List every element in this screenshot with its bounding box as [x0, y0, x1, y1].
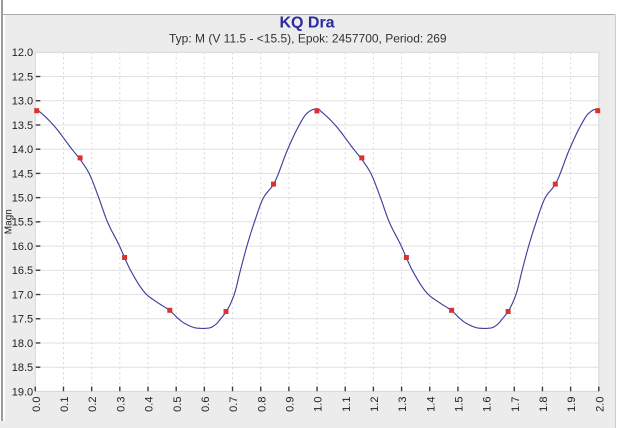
svg-text:0.1: 0.1	[59, 397, 71, 412]
svg-text:19.0: 19.0	[12, 386, 33, 398]
svg-text:15.5: 15.5	[12, 217, 33, 229]
svg-text:2.0: 2.0	[594, 397, 606, 412]
svg-text:0.7: 0.7	[228, 397, 240, 412]
svg-text:12.5: 12.5	[12, 71, 33, 83]
svg-text:0.3: 0.3	[115, 397, 127, 412]
svg-text:0.9: 0.9	[285, 397, 297, 412]
svg-text:13.5: 13.5	[12, 120, 33, 132]
svg-text:18.5: 18.5	[12, 362, 33, 374]
svg-text:0.5: 0.5	[172, 397, 184, 412]
svg-text:16.5: 16.5	[12, 265, 33, 277]
svg-text:1.2: 1.2	[369, 397, 381, 412]
svg-text:0.2: 0.2	[87, 397, 99, 412]
svg-text:Magn: Magn	[4, 209, 15, 234]
svg-text:0.8: 0.8	[256, 397, 268, 412]
svg-text:1.3: 1.3	[397, 397, 409, 412]
svg-text:18.0: 18.0	[12, 338, 33, 350]
svg-text:1.7: 1.7	[510, 397, 522, 412]
svg-text:15.0: 15.0	[12, 193, 33, 205]
svg-text:1.1: 1.1	[341, 397, 353, 412]
svg-text:17.5: 17.5	[12, 314, 33, 326]
svg-text:1.5: 1.5	[454, 397, 466, 412]
svg-text:16.0: 16.0	[12, 241, 33, 253]
svg-text:14.5: 14.5	[12, 168, 33, 180]
svg-text:1.8: 1.8	[538, 397, 550, 412]
svg-text:Typ: M (V 11.5 - <15.5), Epok:: Typ: M (V 11.5 - <15.5), Epok: 2457700, …	[169, 32, 447, 46]
svg-text:0.4: 0.4	[144, 397, 156, 412]
svg-text:13.0: 13.0	[12, 96, 33, 108]
svg-text:0.0: 0.0	[31, 397, 43, 412]
svg-text:1.0: 1.0	[313, 397, 325, 412]
svg-text:17.0: 17.0	[12, 289, 33, 301]
svg-text:1.9: 1.9	[566, 397, 578, 412]
svg-text:KQ Dra: KQ Dra	[279, 15, 334, 32]
svg-text:1.6: 1.6	[482, 397, 494, 412]
svg-text:1.4: 1.4	[425, 397, 437, 412]
svg-text:12.0: 12.0	[12, 47, 33, 59]
svg-text:14.0: 14.0	[12, 144, 33, 156]
svg-text:0.6: 0.6	[200, 397, 212, 412]
